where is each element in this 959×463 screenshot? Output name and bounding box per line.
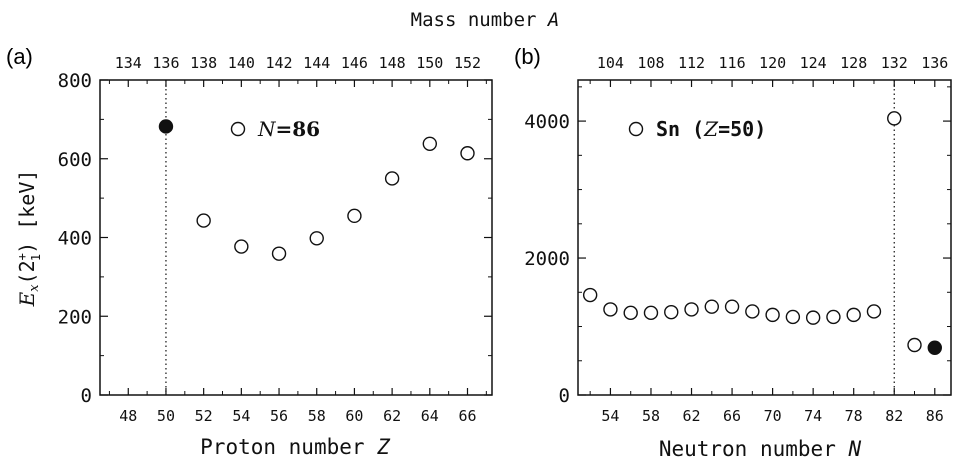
x-tick-label: 70 <box>764 407 782 425</box>
data-point <box>765 307 780 323</box>
legend-label-b: Sn (Z=50) <box>656 117 766 141</box>
data-point <box>704 299 719 314</box>
ticks-a <box>100 79 492 396</box>
x-tick-label: 86 <box>926 407 944 425</box>
top-tick-label: 108 <box>637 54 664 72</box>
tick-labels-a: 48 50 52 54 56 58 60 62 64 66 134 136 138 140 142 144 14… <box>58 54 481 425</box>
x-tick-label: 62 <box>383 407 401 425</box>
top-tick-label: 136 <box>152 54 179 72</box>
data-point <box>643 305 659 321</box>
x-tick-label: 64 <box>421 407 439 425</box>
x-tick-label: 58 <box>642 407 660 425</box>
data-point <box>664 304 679 320</box>
panel-label-b: (b) <box>514 44 541 69</box>
x-tick-label: 54 <box>232 407 250 425</box>
top-tick-label: 142 <box>265 54 292 72</box>
top-tick-label: 134 <box>115 54 142 72</box>
data-point <box>582 287 598 303</box>
panel-a: (a) 48 50 52 54 56 58 60 62 64 66 134 136 138 140 142 1… <box>6 44 493 459</box>
data-point <box>745 304 760 319</box>
data-point <box>309 231 324 246</box>
y-tick-label: 2000 <box>524 248 570 270</box>
x-tick-label: 50 <box>157 407 175 425</box>
legend-label-a: N=86 <box>257 117 320 141</box>
legend-marker-b <box>628 121 644 137</box>
top-tick-label: 128 <box>840 54 867 72</box>
data-point <box>785 309 801 325</box>
tick-labels-b: 54 58 62 66 70 74 78 82 86 104 108 112 116 120 124 128 1… <box>524 54 948 425</box>
x-tick-label: 78 <box>845 407 863 425</box>
x-tick-label: 56 <box>270 407 288 425</box>
y-tick-label: 600 <box>58 149 92 171</box>
data-point <box>460 146 475 161</box>
top-tick-label: 148 <box>379 54 406 72</box>
top-tick-label: 150 <box>416 54 443 72</box>
top-tick-label: 112 <box>678 54 705 72</box>
x-tick-label: 52 <box>195 407 213 425</box>
top-tick-label: 152 <box>454 54 481 72</box>
data-point <box>724 299 740 314</box>
x-tick-label: 48 <box>119 407 137 425</box>
x-tick-label: 74 <box>804 407 822 425</box>
legend-marker-a <box>230 121 246 137</box>
top-tick-label: 132 <box>881 54 908 72</box>
top-tick-label: 136 <box>921 54 948 72</box>
x-tick-label: 58 <box>308 407 326 425</box>
data-point <box>623 305 638 321</box>
top-tick-label: 144 <box>303 54 330 72</box>
y-tick-label: 0 <box>81 385 92 407</box>
top-tick-label: 140 <box>228 54 255 72</box>
data-point <box>684 302 699 317</box>
panel-b: (b) 54 58 62 66 70 74 78 82 86 104 108 112 116 120 124… <box>514 44 952 461</box>
data-point <box>887 111 902 126</box>
panel-label-a: (a) <box>6 44 33 69</box>
data-point <box>805 310 821 325</box>
data-points-b <box>582 111 942 355</box>
x-tick-label: 66 <box>723 407 741 425</box>
x-tick-label: 62 <box>682 407 700 425</box>
top-tick-label: 146 <box>341 54 368 72</box>
data-point <box>422 136 438 151</box>
data-point <box>234 239 249 254</box>
data-point <box>603 302 618 317</box>
top-tick-label: 116 <box>719 54 746 72</box>
y-tick-label: 800 <box>58 70 92 92</box>
data-point <box>271 246 287 261</box>
legend-b: Sn (Z=50) <box>628 117 766 141</box>
top-axis-title: Mass number A <box>411 9 560 31</box>
top-tick-label: 124 <box>800 54 827 72</box>
plot-frame-b <box>577 79 952 396</box>
y-tick-label: 0 <box>559 385 570 407</box>
y-tick-label: 4000 <box>524 111 570 133</box>
top-tick-label: 120 <box>759 54 786 72</box>
x-tick-label: 60 <box>345 407 363 425</box>
x-tick-label: 82 <box>885 407 903 425</box>
data-point <box>846 307 861 323</box>
x-tick-label: 66 <box>458 407 476 425</box>
data-point-filled <box>158 119 174 134</box>
data-point <box>347 208 362 224</box>
y-axis-label-a: Ex(2+1) [keV] <box>15 170 43 308</box>
data-point <box>826 309 841 325</box>
data-point <box>866 304 882 319</box>
data-points-a <box>158 119 475 261</box>
ticks-b <box>578 80 951 396</box>
top-tick-label: 138 <box>190 54 217 72</box>
x-tick-label: 54 <box>601 407 619 425</box>
top-tick-label: 104 <box>597 54 624 72</box>
y-tick-label: 200 <box>58 306 92 328</box>
data-point <box>907 337 922 353</box>
data-point-filled <box>927 340 942 355</box>
data-point <box>384 171 400 186</box>
x-axis-label-b: Neutron number N <box>659 437 862 461</box>
y-tick-label: 400 <box>58 228 92 250</box>
legend-a: N=86 <box>230 117 320 141</box>
x-axis-label-a: Proton number Z <box>200 435 391 459</box>
data-point <box>196 213 211 228</box>
